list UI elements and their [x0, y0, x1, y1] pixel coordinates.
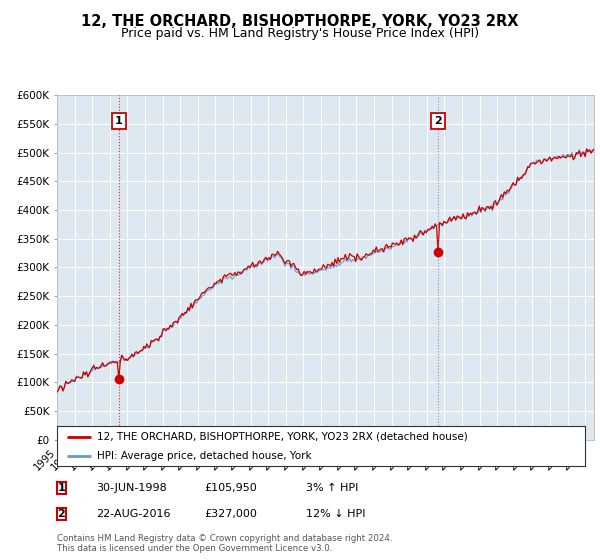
Text: 2: 2: [58, 509, 65, 519]
Text: 30-JUN-1998: 30-JUN-1998: [96, 483, 167, 493]
Text: £105,950: £105,950: [204, 483, 257, 493]
Text: 3% ↑ HPI: 3% ↑ HPI: [306, 483, 358, 493]
Text: 12% ↓ HPI: 12% ↓ HPI: [306, 509, 365, 519]
Text: 12, THE ORCHARD, BISHOPTHORPE, YORK, YO23 2RX (detached house): 12, THE ORCHARD, BISHOPTHORPE, YORK, YO2…: [97, 432, 467, 442]
Text: 2: 2: [434, 116, 442, 126]
Text: HPI: Average price, detached house, York: HPI: Average price, detached house, York: [97, 451, 311, 461]
Text: £327,000: £327,000: [204, 509, 257, 519]
Text: 22-AUG-2016: 22-AUG-2016: [96, 509, 170, 519]
Text: 1: 1: [58, 483, 65, 493]
Text: 1: 1: [115, 116, 122, 126]
Text: Price paid vs. HM Land Registry's House Price Index (HPI): Price paid vs. HM Land Registry's House …: [121, 27, 479, 40]
Text: 12, THE ORCHARD, BISHOPTHORPE, YORK, YO23 2RX: 12, THE ORCHARD, BISHOPTHORPE, YORK, YO2…: [81, 14, 519, 29]
Text: Contains HM Land Registry data © Crown copyright and database right 2024.
This d: Contains HM Land Registry data © Crown c…: [57, 534, 392, 553]
